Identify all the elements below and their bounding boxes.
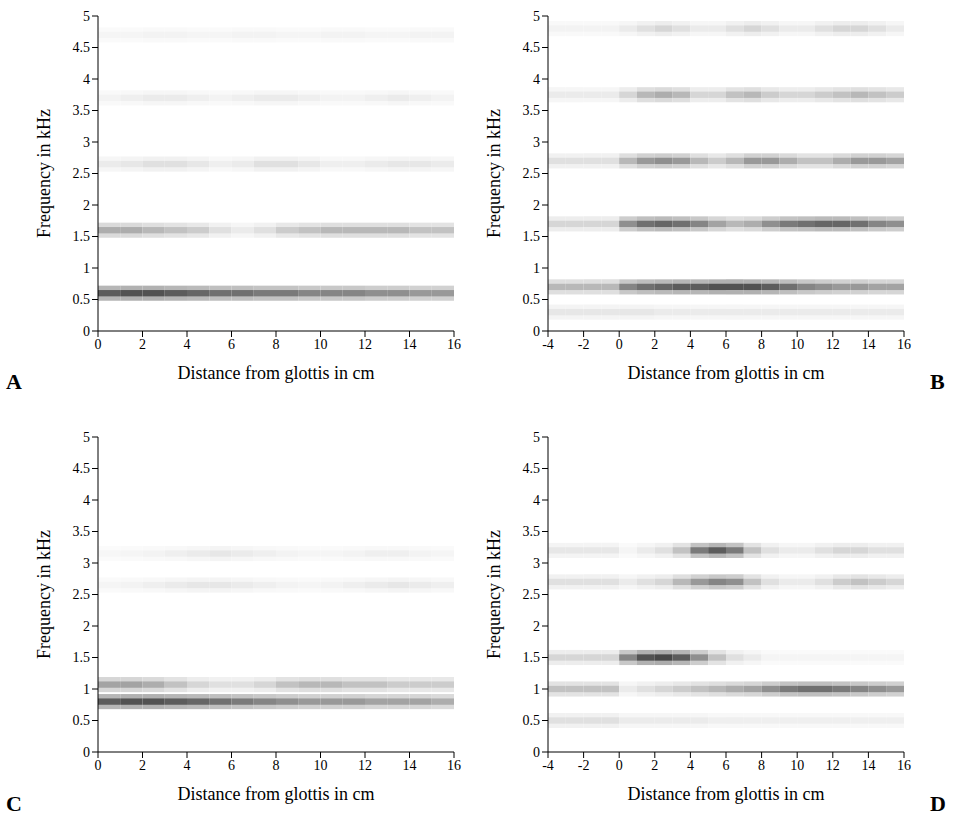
svg-text:6: 6 [228,758,235,773]
svg-text:14: 14 [861,337,875,352]
svg-text:-4: -4 [542,337,554,352]
svg-text:1.5: 1.5 [73,229,91,244]
svg-text:3: 3 [533,556,540,571]
svg-text:Frequency in kHz: Frequency in kHz [484,530,504,659]
svg-text:-2: -2 [578,758,590,773]
svg-text:4.5: 4.5 [523,461,541,476]
svg-text:1: 1 [533,682,540,697]
svg-text:4.5: 4.5 [73,461,91,476]
svg-text:8: 8 [273,758,280,773]
svg-text:0: 0 [95,337,102,352]
svg-text:12: 12 [826,758,840,773]
svg-text:4: 4 [687,758,694,773]
svg-text:Frequency in kHz: Frequency in kHz [34,530,54,659]
svg-text:3: 3 [533,135,540,150]
svg-text:2.5: 2.5 [523,587,541,602]
svg-text:0.5: 0.5 [523,292,541,307]
svg-text:1.5: 1.5 [523,650,541,665]
svg-text:2: 2 [83,619,90,634]
svg-text:4.5: 4.5 [523,40,541,55]
svg-text:12: 12 [826,337,840,352]
svg-text:Distance from glottis in cm: Distance from glottis in cm [628,784,825,804]
svg-text:0: 0 [95,758,102,773]
svg-text:4: 4 [533,493,540,508]
html-text:C: C [6,791,22,816]
svg-text:2: 2 [651,337,658,352]
svg-text:2: 2 [533,198,540,213]
svg-text:3.5: 3.5 [73,524,91,539]
svg-text:16: 16 [897,337,911,352]
svg-text:10: 10 [790,337,804,352]
svg-text:2.5: 2.5 [73,166,91,181]
svg-text:6: 6 [723,337,730,352]
svg-text:6: 6 [228,337,235,352]
svg-text:2: 2 [83,198,90,213]
svg-text:2: 2 [139,758,146,773]
svg-text:10: 10 [314,758,328,773]
svg-text:0: 0 [616,758,623,773]
svg-text:16: 16 [897,758,911,773]
svg-text:10: 10 [790,758,804,773]
svg-text:0.5: 0.5 [523,713,541,728]
svg-text:0: 0 [83,745,90,760]
svg-text:Distance from glottis in cm: Distance from glottis in cm [628,363,825,383]
svg-text:0: 0 [533,745,540,760]
svg-text:14: 14 [861,758,875,773]
svg-text:6: 6 [723,758,730,773]
svg-text:-4: -4 [542,758,554,773]
html-text:B: B [930,369,945,394]
svg-text:2: 2 [651,758,658,773]
svg-text:3: 3 [83,135,90,150]
svg-text:2.5: 2.5 [73,587,91,602]
svg-text:1: 1 [533,261,540,276]
svg-text:0: 0 [533,324,540,339]
svg-text:3.5: 3.5 [523,103,541,118]
svg-text:14: 14 [403,758,417,773]
svg-text:0.5: 0.5 [73,292,91,307]
svg-text:8: 8 [758,337,765,352]
svg-text:5: 5 [83,430,90,445]
svg-text:8: 8 [273,337,280,352]
svg-text:12: 12 [358,337,372,352]
svg-text:5: 5 [533,9,540,24]
svg-text:4: 4 [687,337,694,352]
svg-text:12: 12 [358,758,372,773]
svg-text:Frequency in kHz: Frequency in kHz [34,109,54,238]
svg-text:4: 4 [533,72,540,87]
svg-text:Distance from glottis in cm: Distance from glottis in cm [178,363,375,383]
svg-text:0.5: 0.5 [73,713,91,728]
svg-text:3: 3 [83,556,90,571]
svg-text:4: 4 [184,758,191,773]
svg-text:5: 5 [533,430,540,445]
svg-text:1: 1 [83,682,90,697]
svg-text:4: 4 [83,72,90,87]
svg-text:16: 16 [447,758,461,773]
svg-text:Frequency in kHz: Frequency in kHz [484,109,504,238]
svg-text:16: 16 [447,337,461,352]
svg-text:2: 2 [139,337,146,352]
svg-text:0: 0 [83,324,90,339]
svg-text:1: 1 [83,261,90,276]
svg-text:4: 4 [83,493,90,508]
svg-text:10: 10 [314,337,328,352]
svg-text:0: 0 [616,337,623,352]
svg-text:1.5: 1.5 [73,650,91,665]
svg-text:2: 2 [533,619,540,634]
svg-text:8: 8 [758,758,765,773]
svg-text:4.5: 4.5 [73,40,91,55]
svg-text:3.5: 3.5 [523,524,541,539]
svg-text:5: 5 [83,9,90,24]
svg-text:-2: -2 [578,337,590,352]
svg-text:4: 4 [184,337,191,352]
html-text:D: D [930,791,946,816]
svg-text:2.5: 2.5 [523,166,541,181]
html-text:A: A [6,369,22,394]
svg-text:1.5: 1.5 [523,229,541,244]
svg-text:Distance from glottis in cm: Distance from glottis in cm [178,784,375,804]
svg-text:14: 14 [403,337,417,352]
svg-text:3.5: 3.5 [73,103,91,118]
